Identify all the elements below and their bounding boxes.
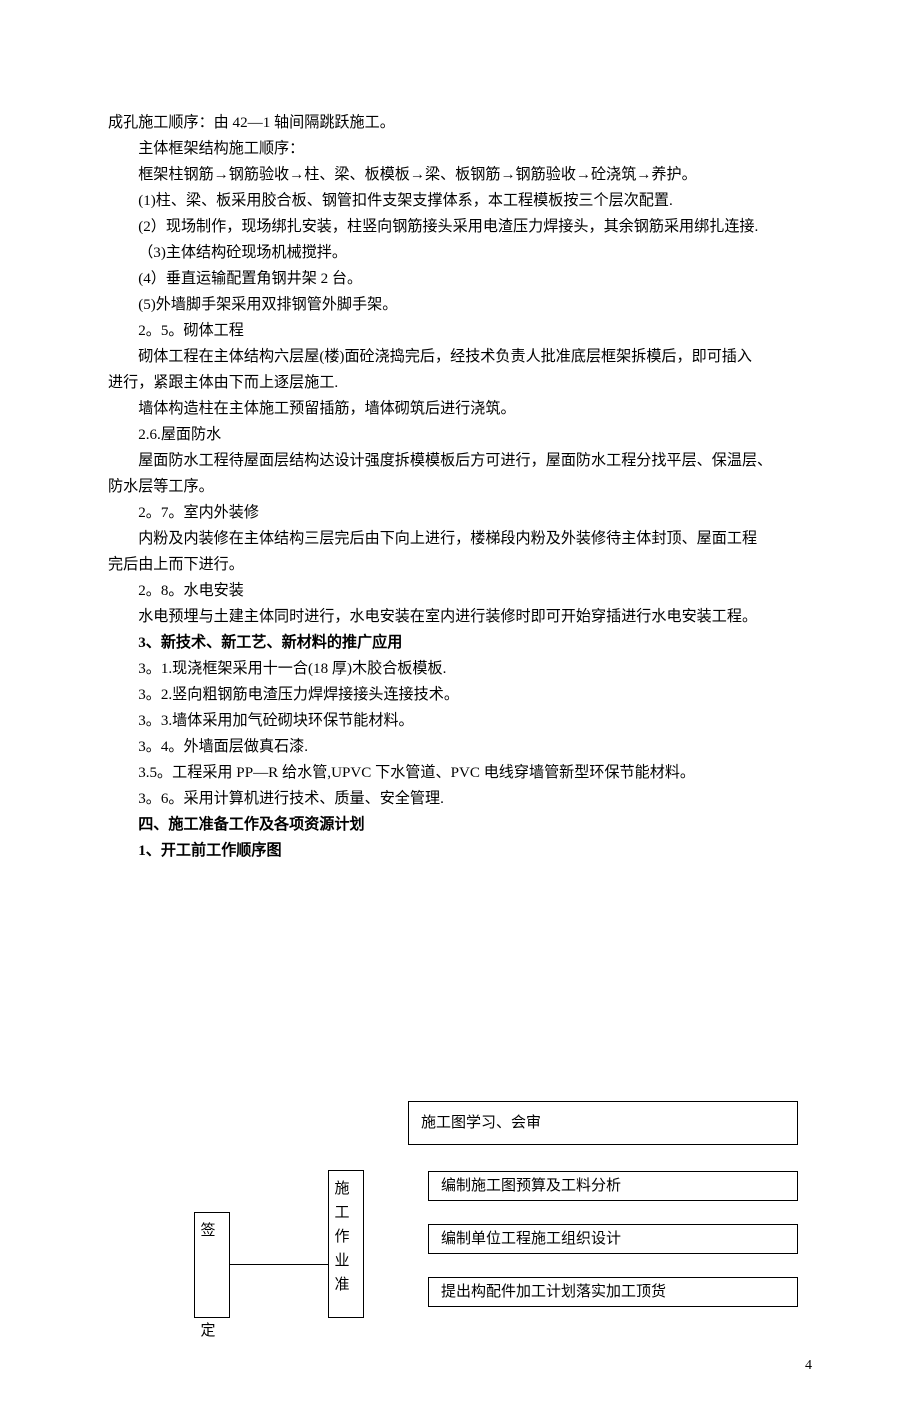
paragraph-line: 3、新技术、新工艺、新材料的推广应用 xyxy=(108,630,812,656)
paragraph-line: 内粉及内装修在主体结构三层完后由下向上进行，楼梯段内粉及外装修待主体封顶、屋面工… xyxy=(108,526,812,552)
paragraph-line: (4）垂直运输配置角钢井架 2 台。 xyxy=(108,266,812,292)
paragraph-line: 主体框架结构施工顺序： xyxy=(108,136,812,162)
flowchart-node-prep: 施工作业准 xyxy=(328,1170,364,1318)
paragraph-line: 2。8。水电安装 xyxy=(108,578,812,604)
paragraph-line: 3。2.竖向粗钢筋电渣压力焊焊接接头连接技术。 xyxy=(108,682,812,708)
paragraph-line: 成孔施工顺序：由 42—1 轴间隔跳跃施工。 xyxy=(108,110,812,136)
paragraph-line: 3。6。采用计算机进行技术、质量、安全管理. xyxy=(108,786,812,812)
paragraph-line: 屋面防水工程待屋面层结构达设计强度拆模模板后方可进行，屋面防水工程分找平层、保温… xyxy=(108,448,812,474)
paragraph-line: 墙体构造柱在主体施工预留插筋，墙体砌筑后进行浇筑。 xyxy=(108,396,812,422)
paragraph-line: 框架柱钢筋→钢筋验收→柱、梁、板模板→梁、板钢筋→钢筋验收→砼浇筑→养护。 xyxy=(108,162,812,188)
paragraph-line: 1、开工前工作顺序图 xyxy=(108,838,812,864)
paragraph-line: 水电预埋与土建主体同时进行，水电安装在室内进行装修时即可开始穿插进行水电安装工程… xyxy=(108,604,812,630)
flowchart-node-r4: 提出构配件加工计划落实加工顶货 xyxy=(428,1277,798,1307)
page-number: 4 xyxy=(805,1358,812,1374)
paragraph-line: (1)柱、梁、板采用胶合板、钢管扣件支架支撑体系，本工程模板按三个层次配置. xyxy=(108,188,812,214)
paragraph-line: 砌体工程在主体结构六层屋(楼)面砼浇捣完后，经技术负责人批准底层框架拆模后，即可… xyxy=(108,344,812,370)
paragraph-line: 进行，紧跟主体由下而上逐层施工. xyxy=(108,370,812,396)
paragraph-line: (5)外墙脚手架采用双排钢管外脚手架。 xyxy=(108,292,812,318)
paragraph-line: 3。4。外墙面层做真石漆. xyxy=(108,734,812,760)
paragraph-line: 2。7。室内外装修 xyxy=(108,500,812,526)
flowchart-connector xyxy=(230,1264,328,1265)
paragraph-line: 2。5。砌体工程 xyxy=(108,318,812,344)
flowchart-diagram: 签定 施工作业准 施工图学习、会审编制施工图预算及工料分析编制单位工程施工组织设计提… xyxy=(108,1084,812,1344)
flowchart-node-r2: 编制施工图预算及工料分析 xyxy=(428,1171,798,1201)
paragraph-line: 3.5。工程采用 PP—R 给水管,UPVC 下水管道、PVC 电线穿墙管新型环… xyxy=(108,760,812,786)
paragraph-line: 防水层等工序。 xyxy=(108,474,812,500)
paragraph-line: (2）现场制作，现场绑扎安装，柱竖向钢筋接头采用电渣压力焊接头，其余钢筋采用绑扎… xyxy=(108,214,812,240)
document-body: 成孔施工顺序：由 42—1 轴间隔跳跃施工。主体框架结构施工顺序：框架柱钢筋→钢… xyxy=(108,110,812,1344)
flowchart-node-r1: 施工图学习、会审 xyxy=(408,1101,798,1145)
paragraph-line: 3。3.墙体采用加气砼砌块环保节能材料。 xyxy=(108,708,812,734)
paragraph-line: 四、施工准备工作及各项资源计划 xyxy=(108,812,812,838)
paragraph-line: （3)主体结构砼现场机械搅拌。 xyxy=(108,240,812,266)
paragraph-line: 2.6.屋面防水 xyxy=(108,422,812,448)
flowchart-node-r3: 编制单位工程施工组织设计 xyxy=(428,1224,798,1254)
paragraph-line: 完后由上而下进行。 xyxy=(108,552,812,578)
flowchart-node-sign: 签定 xyxy=(194,1212,230,1318)
paragraph-line: 3。1.现浇框架采用十一合(18 厚)木胶合板模板. xyxy=(108,656,812,682)
